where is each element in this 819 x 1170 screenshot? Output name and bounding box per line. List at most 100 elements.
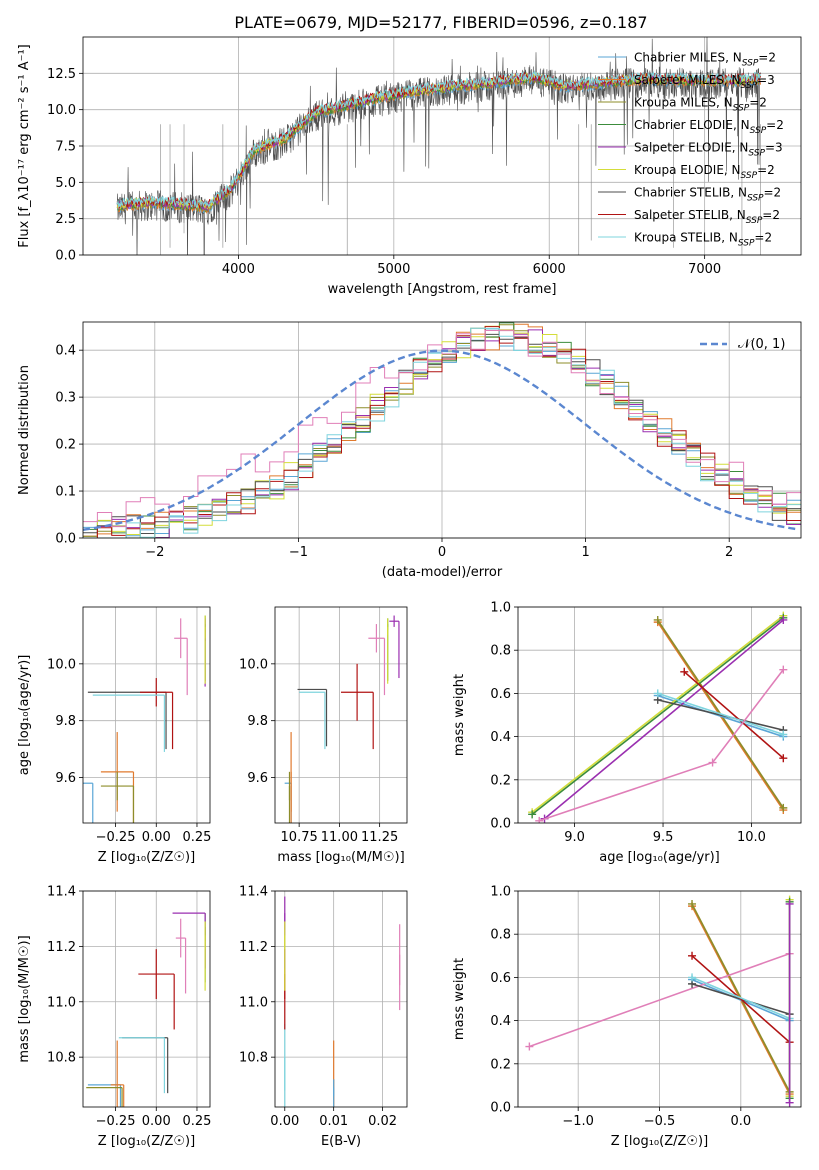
x-tick-label: −0.25 xyxy=(96,1114,136,1129)
y-tick-label: 11.2 xyxy=(47,940,76,955)
y-tick-label: 0.0 xyxy=(490,1101,511,1116)
x-tick-label: 5000 xyxy=(377,262,410,277)
axes-frame xyxy=(517,606,802,824)
axes-frame xyxy=(82,890,211,1108)
plot-area xyxy=(528,611,788,823)
y-tick-label: 0.2 xyxy=(490,773,511,788)
errorbar-point-salpeter_elodie xyxy=(172,912,206,969)
legend-entry: Chabrier STELIB, NSSP=2 xyxy=(634,186,781,204)
x-axis-label: wavelength [Angstrom, rest frame] xyxy=(328,282,557,297)
plot-area xyxy=(116,37,762,255)
y-tick-label: 0.4 xyxy=(490,1014,511,1029)
y-tick-label: 0.1 xyxy=(55,485,76,500)
y-axis-label: mass weight xyxy=(452,958,467,1040)
x-tick-label: 0.02 xyxy=(368,1114,397,1129)
weight-marker-pink xyxy=(525,1042,534,1051)
weight-marker-salpeter_stelib xyxy=(688,951,697,960)
legend-entry: Salpeter MILES, NSSP=3 xyxy=(634,73,775,91)
y-tick-label: 11.2 xyxy=(239,940,268,955)
x-axis-label: E(B-V) xyxy=(321,1134,361,1149)
weight-line-chabrier_miles xyxy=(657,694,784,738)
errorbar-point-chabrier_stelib xyxy=(122,1037,169,1094)
y-tick-label: 0.8 xyxy=(490,644,511,659)
legend-entry: Chabrier MILES, NSSP=2 xyxy=(634,51,776,69)
gridlines xyxy=(83,607,210,823)
y-tick-label: 7.5 xyxy=(55,140,76,155)
weight-line-kroupa_elodie xyxy=(531,614,784,813)
x-tick-label: −1.0 xyxy=(562,1114,594,1129)
weight-marker-salpeter_elodie xyxy=(785,899,794,908)
weight-marker-kroupa_miles xyxy=(779,803,788,812)
weight-marker-pink xyxy=(779,665,788,674)
y-tick-label: 9.6 xyxy=(247,771,268,786)
legend-entry: Salpeter ELODIE, NSSP=3 xyxy=(634,141,783,159)
errorbar-point-kroupa_miles xyxy=(100,771,135,823)
x-tick-label: 0 xyxy=(438,545,446,560)
weight-marker-salpeter_stelib xyxy=(680,667,689,676)
legend-entry: Chabrier ELODIE, NSSP=2 xyxy=(634,118,784,136)
axes-mass_vs_EBV: 0.00 0.01 0.02 10.8 11.0 11.2 11.4 E(B-V) xyxy=(239,885,408,1149)
x-tick-label: 0.25 xyxy=(182,1114,211,1129)
axes-frame xyxy=(274,890,408,1108)
weight-marker-chabrier_elodie xyxy=(528,810,537,819)
errorbar-point-pink xyxy=(175,918,187,994)
y-tick-label: 10.8 xyxy=(47,1051,76,1066)
weight-line-pink xyxy=(529,952,790,1048)
errorbar-point-chabrier_stelib xyxy=(297,688,328,747)
y-axis-label: Normed distribution xyxy=(17,365,32,495)
spectrum-line-kroupa_stelib xyxy=(116,69,762,209)
y-tick-label: 0.6 xyxy=(490,971,511,986)
y-tick-label: 12.5 xyxy=(47,67,76,82)
weight-line-chabrier_miles xyxy=(691,978,790,1022)
weight-line-chabrier_stelib xyxy=(657,699,784,731)
x-axis-label: Z [log₁₀(Z/Z☉)] xyxy=(98,1134,195,1149)
x-tick-label: 1 xyxy=(581,545,589,560)
x-axis-label: age [log₁₀(age/yr)] xyxy=(599,850,720,865)
y-tick-label: 0.4 xyxy=(55,344,76,359)
weight-line-kroupa_stelib xyxy=(691,976,790,1020)
gridlines xyxy=(83,890,210,1107)
y-tick-label: 10.0 xyxy=(239,657,268,672)
x-tick-label: 10.75 xyxy=(281,830,318,845)
x-axis-label: mass [log₁₀(M/M☉)] xyxy=(277,850,404,865)
axes-mass_vs_Z: −0.25 0.00 0.25 10.8 11.0 11.2 11.4 Z [log₁₀(Z/… xyxy=(17,885,211,1150)
y-tick-label: 0.0 xyxy=(490,817,511,832)
weight-line-kroupa_stelib xyxy=(657,692,784,736)
y-tick-label: 11.4 xyxy=(47,885,76,900)
x-tick-label: 0.00 xyxy=(142,830,171,845)
axes-spectrum: 4000 5000 6000 7000 0.0 2.5 5.0 7.5 10.0 12.5 wave… xyxy=(17,36,802,297)
plot-area xyxy=(525,895,794,1107)
y-tick-label: 9.6 xyxy=(55,771,76,786)
weight-marker-salpeter_elodie xyxy=(785,1098,794,1107)
errorbar-point-salpeter_elodie xyxy=(389,615,400,679)
y-tick-label: 0.4 xyxy=(490,730,511,745)
gridlines xyxy=(275,607,407,823)
y-tick-label: 11.0 xyxy=(239,995,268,1010)
x-tick-label: −2 xyxy=(145,545,164,560)
x-tick-label: 0.0 xyxy=(730,1114,751,1129)
x-tick-label: 9.5 xyxy=(653,830,674,845)
gaussian-curve xyxy=(83,349,799,531)
y-tick-label: 9.8 xyxy=(247,714,268,729)
x-tick-label: 4000 xyxy=(222,262,255,277)
errorbar-point-salpeter_miles xyxy=(110,1040,125,1107)
histogram-salpeter_stelib xyxy=(83,326,801,538)
gridlines xyxy=(275,890,407,1107)
y-tick-label: 1.0 xyxy=(490,601,511,616)
plot-area xyxy=(86,912,206,1107)
x-tick-label: 0.00 xyxy=(270,1114,299,1129)
y-tick-label: 0.8 xyxy=(490,928,511,943)
plot-area xyxy=(284,615,400,823)
errorbar-point-kroupa_stelib xyxy=(299,691,326,750)
weight-marker-kroupa_stelib xyxy=(653,689,662,698)
errorbar-point-salpeter_stelib xyxy=(139,678,174,750)
y-tick-label: 10.8 xyxy=(239,1051,268,1066)
x-axis-label: (data-model)/error xyxy=(382,565,503,580)
x-axis-label: Z [log₁₀(Z/Z☉)] xyxy=(98,850,195,865)
histogram-pink xyxy=(83,330,801,528)
x-tick-label: 0.00 xyxy=(142,1114,171,1129)
errorbar-point-pink xyxy=(174,618,188,696)
weight-marker-kroupa_miles xyxy=(688,899,697,908)
axes-age_vs_mass: 10.75 11.00 11.25 9.6 9.8 10.0 mass [log₁₀(M/M… xyxy=(239,606,408,865)
